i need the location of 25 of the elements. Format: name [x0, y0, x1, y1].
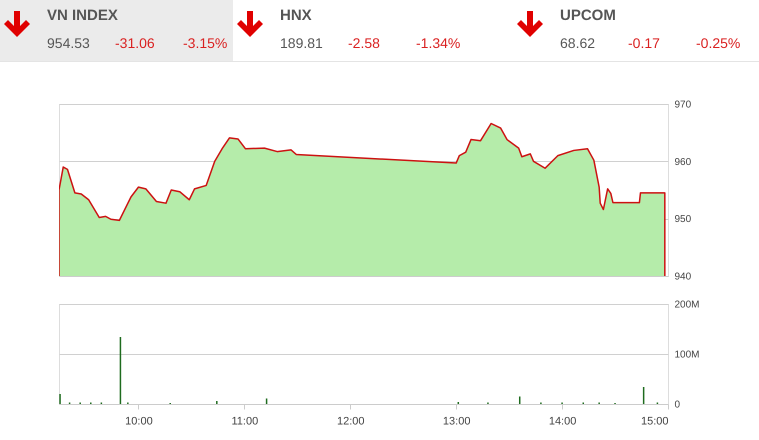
y-tick-label: 960	[674, 156, 692, 168]
y-tick-label: 950	[674, 214, 692, 226]
x-tick-label: 10:00	[125, 416, 153, 428]
text: -2.58	[348, 35, 380, 51]
x-tick-label: 13:00	[442, 416, 470, 428]
text: -0.17	[628, 35, 660, 51]
text: 68.62	[560, 35, 596, 51]
y-tick-label: 940	[674, 272, 692, 282]
y-tick-label: 200M	[674, 300, 700, 310]
x-tick-label: 12:00	[336, 416, 365, 428]
text: 189.81	[280, 35, 323, 51]
x-tick-label: 15:00	[640, 416, 668, 428]
text: VN INDEX	[47, 7, 118, 24]
y-tick-label: 970	[674, 100, 692, 110]
y-tick-label: 0	[674, 400, 680, 410]
x-tick-label: 14:00	[548, 416, 576, 428]
text: -0.25%	[696, 35, 740, 51]
x-tick-label: 11:00	[231, 416, 258, 428]
text: -31.06	[115, 35, 155, 51]
y-tick-label: 100M	[674, 350, 700, 360]
text: UPCOM	[560, 7, 616, 24]
text: -1.34%	[416, 35, 460, 51]
text: 954.53	[47, 35, 90, 51]
text: HNX	[280, 7, 312, 24]
text: -3.15%	[183, 35, 228, 51]
